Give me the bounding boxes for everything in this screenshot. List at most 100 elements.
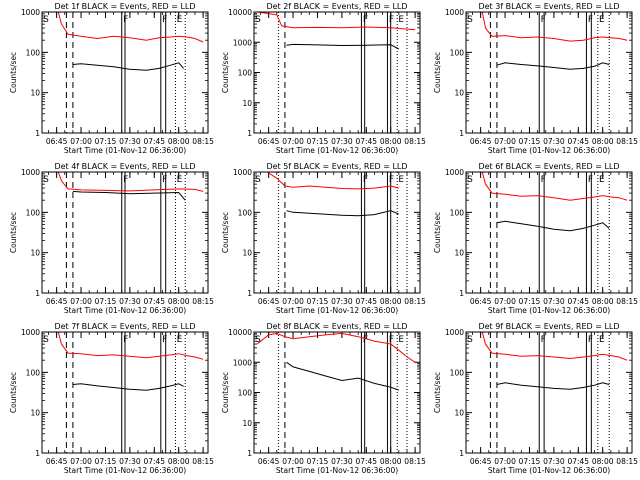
y-axis-label: Counts/sec bbox=[221, 372, 230, 413]
x-tick-label: 07:15 bbox=[519, 137, 541, 146]
y-tick-label: 1 bbox=[35, 129, 40, 138]
y-tick-label: 10 bbox=[30, 409, 40, 418]
x-tick-label: 07:15 bbox=[95, 297, 117, 306]
y-tick-label: 100 bbox=[450, 368, 465, 377]
y-tick-label: 1000 bbox=[21, 328, 40, 337]
marker-label: E bbox=[177, 175, 183, 185]
x-tick-label: 07:30 bbox=[331, 457, 353, 466]
chart-title: Det 4f BLACK = Events, RED = LLD bbox=[54, 162, 195, 171]
marker-label: F bbox=[389, 335, 394, 345]
marker-label: S bbox=[467, 335, 473, 345]
x-tick-label: 07:45 bbox=[567, 297, 589, 306]
y-tick-label: 100 bbox=[238, 389, 253, 398]
y-axis-label: Counts/sec bbox=[9, 52, 18, 93]
x-tick-label: 07:15 bbox=[95, 137, 117, 146]
y-axis-label: Counts/sec bbox=[433, 212, 442, 253]
y-tick-label: 1 bbox=[459, 449, 464, 458]
x-tick-label: 08:15 bbox=[192, 137, 214, 146]
series-line bbox=[469, 172, 628, 201]
marker-label: E bbox=[398, 15, 404, 25]
x-tick-label: 08:15 bbox=[404, 457, 426, 466]
x-tick-label: 06:45 bbox=[258, 137, 280, 146]
marker-label: S bbox=[255, 335, 261, 345]
x-tick-label: 07:15 bbox=[307, 137, 329, 146]
y-tick-label: 1000 bbox=[233, 358, 252, 367]
chart-panel: Det 7f BLACK = Events, RED = LLD 1 10 100 10… bbox=[9, 322, 214, 475]
x-tick-label: 07:45 bbox=[567, 457, 589, 466]
x-tick-label: 07:00 bbox=[282, 137, 304, 146]
x-tick-label: 07:45 bbox=[355, 457, 377, 466]
chart-panel: Det 5f BLACK = Events, RED = LLD 1 10 100 10… bbox=[221, 162, 426, 315]
x-tick-label: 08:00 bbox=[592, 457, 614, 466]
y-tick-label: 10 bbox=[242, 419, 252, 428]
x-tick-label: 06:45 bbox=[470, 457, 492, 466]
marker-label: S bbox=[43, 335, 49, 345]
y-tick-label: 1 bbox=[247, 289, 252, 298]
series-line bbox=[286, 361, 399, 391]
series-line bbox=[496, 382, 610, 390]
chart-title: Det 6f BLACK = Events, RED = LLD bbox=[478, 162, 619, 171]
x-tick-label: 07:45 bbox=[567, 137, 589, 146]
x-tick-label: 08:00 bbox=[168, 137, 190, 146]
x-tick-label: 06:45 bbox=[470, 137, 492, 146]
series-line bbox=[469, 332, 628, 361]
y-tick-label: 10 bbox=[454, 409, 464, 418]
x-tick-label: 06:45 bbox=[470, 297, 492, 306]
x-tick-label: 07:45 bbox=[355, 137, 377, 146]
series-line bbox=[72, 383, 184, 391]
y-axis-label: Counts/sec bbox=[433, 52, 442, 93]
marker-label: F bbox=[162, 335, 167, 345]
x-tick-label: 08:15 bbox=[616, 137, 638, 146]
marker-label: F bbox=[541, 335, 546, 345]
x-tick-label: 07:30 bbox=[331, 137, 353, 146]
y-axis-label: Counts/sec bbox=[221, 52, 230, 93]
y-tick-label: 100 bbox=[450, 48, 465, 57]
chart-title: Det 2f BLACK = Events, RED = LLD bbox=[266, 2, 407, 11]
series-line bbox=[286, 43, 400, 50]
series-line bbox=[45, 12, 204, 43]
y-tick-label: 1 bbox=[247, 129, 252, 138]
marker-label: E bbox=[599, 15, 605, 25]
series-line bbox=[45, 332, 204, 360]
marker-label: F bbox=[123, 335, 128, 345]
y-tick-label: 100 bbox=[238, 208, 253, 217]
y-tick-label: 1000 bbox=[233, 168, 252, 177]
x-tick-label: 06:45 bbox=[258, 457, 280, 466]
x-tick-label: 08:00 bbox=[168, 457, 190, 466]
chart-title: Det 1f BLACK = Events, RED = LLD bbox=[54, 2, 195, 11]
x-tick-label: 07:30 bbox=[119, 137, 141, 146]
y-tick-label: 1 bbox=[35, 289, 40, 298]
x-tick-label: 07:30 bbox=[543, 297, 565, 306]
chart-panel: Det 9f BLACK = Events, RED = LLD 1 10 100 10… bbox=[433, 322, 638, 475]
y-tick-label: 100 bbox=[26, 208, 41, 217]
y-tick-label: 1000 bbox=[445, 328, 464, 337]
x-tick-label: 07:30 bbox=[119, 457, 141, 466]
marker-label: F bbox=[162, 15, 167, 25]
y-tick-label: 100 bbox=[26, 48, 41, 57]
x-axis-label: Start Time (01-Nov-12 06:36:00) bbox=[276, 146, 398, 155]
x-tick-label: 07:45 bbox=[143, 137, 165, 146]
x-axis-label: Start Time (01-Nov-12 06:36:00) bbox=[488, 146, 610, 155]
y-tick-label: 10 bbox=[30, 249, 40, 258]
chart-title: Det 8f BLACK = Events, RED = LLD bbox=[266, 322, 407, 331]
marker-label: F bbox=[588, 175, 593, 185]
y-tick-label: 100 bbox=[450, 208, 465, 217]
y-tick-label: 1000 bbox=[21, 8, 40, 17]
y-tick-label: 1 bbox=[459, 289, 464, 298]
series-line bbox=[45, 172, 204, 192]
x-tick-label: 08:00 bbox=[592, 297, 614, 306]
y-tick-label: 10 bbox=[242, 249, 252, 258]
marker-label: E bbox=[599, 175, 605, 185]
x-tick-label: 06:45 bbox=[46, 457, 68, 466]
y-tick-label: 1000 bbox=[21, 168, 40, 177]
plot-frame bbox=[465, 11, 633, 134]
series-line bbox=[286, 210, 399, 217]
chart-title: Det 3f BLACK = Events, RED = LLD bbox=[478, 2, 619, 11]
marker-label: S bbox=[43, 15, 49, 25]
plot-frame bbox=[41, 331, 209, 454]
x-tick-label: 07:00 bbox=[282, 297, 304, 306]
y-tick-label: 10 bbox=[454, 89, 464, 98]
y-axis-label: Counts/sec bbox=[221, 212, 230, 253]
x-tick-label: 08:00 bbox=[380, 137, 402, 146]
x-tick-label: 08:00 bbox=[168, 297, 190, 306]
